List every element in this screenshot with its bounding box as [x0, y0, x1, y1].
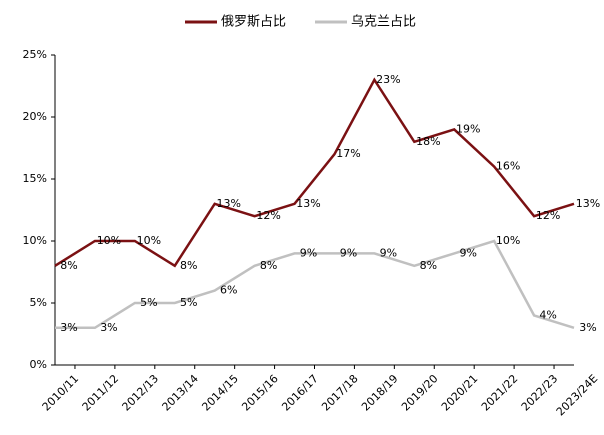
data-label: 4% [539, 308, 556, 321]
y-tick-label: 20% [23, 110, 47, 123]
series-line [55, 239, 575, 330]
x-tick-label: 2012/13 [120, 372, 162, 414]
data-label: 13% [216, 197, 240, 210]
x-tick-label: 2022/23 [519, 372, 561, 414]
data-label: 3% [579, 321, 596, 334]
data-label: 6% [220, 284, 237, 297]
data-label: 9% [340, 246, 357, 259]
x-tick-label: 2010/11 [40, 372, 82, 414]
data-label: 8% [180, 259, 197, 272]
data-label: 16% [496, 160, 520, 173]
data-label: 9% [300, 246, 317, 259]
x-tick-label: 2023/24E [554, 372, 600, 418]
data-label: 12% [536, 209, 560, 222]
data-label: 10% [496, 234, 520, 247]
x-tick-label: 2020/21 [439, 372, 481, 414]
x-tick-label: 2013/14 [160, 372, 202, 414]
y-tick-label: 10% [23, 234, 47, 247]
data-label: 8% [60, 259, 77, 272]
legend-label: 乌克兰占比 [351, 14, 416, 30]
data-label: 3% [100, 321, 117, 334]
data-label: 5% [140, 296, 157, 309]
y-tick-label: 0% [30, 358, 47, 371]
x-tick-label: 2017/18 [319, 372, 361, 414]
data-label: 3% [60, 321, 77, 334]
x-tick-label: 2018/19 [359, 372, 401, 414]
x-tick-label: 2014/15 [199, 372, 241, 414]
data-label: 10% [97, 234, 121, 247]
data-label: 10% [137, 234, 161, 247]
y-tick-label: 5% [30, 296, 47, 309]
data-label: 17% [336, 147, 360, 160]
data-label: 19% [456, 122, 480, 135]
data-label: 8% [420, 259, 437, 272]
data-label: 18% [416, 135, 440, 148]
y-tick-label: 25% [23, 48, 47, 61]
x-tick-label: 2015/16 [239, 372, 281, 414]
y-tick-label: 15% [23, 172, 47, 185]
data-label: 9% [380, 246, 397, 259]
data-label: 9% [460, 246, 477, 259]
x-tick-label: 2019/20 [399, 372, 441, 414]
data-label: 12% [256, 209, 280, 222]
x-tick-label: 2021/22 [479, 372, 521, 414]
data-label: 13% [296, 197, 320, 210]
data-label: 5% [180, 296, 197, 309]
data-label: 23% [376, 73, 400, 86]
series-line [54, 77, 575, 268]
data-label: 8% [260, 259, 277, 272]
legend-label: 俄罗斯占比 [221, 15, 286, 30]
legend: 俄罗斯占比 乌克兰占比 [185, 14, 416, 30]
x-tick-label: 2016/17 [279, 372, 321, 414]
x-tick-label: 2011/12 [80, 372, 122, 414]
data-label: 13% [576, 197, 600, 210]
